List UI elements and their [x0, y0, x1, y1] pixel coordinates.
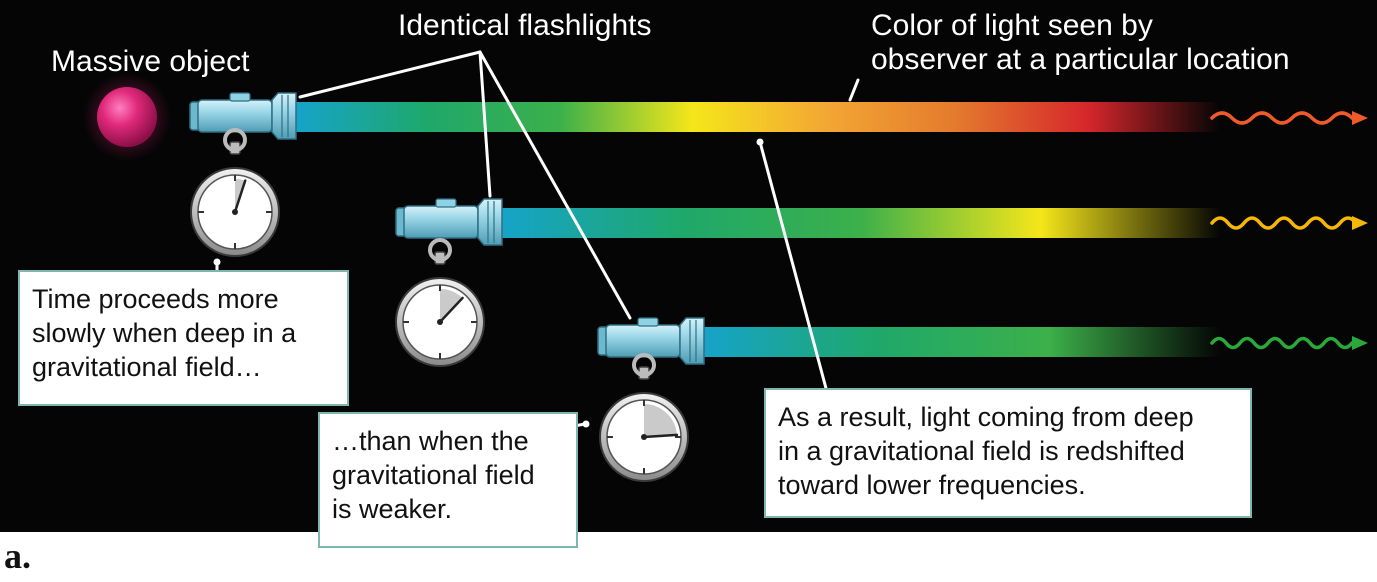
light-beam-top: [296, 102, 1220, 132]
leader-dot-watch-deep: [213, 258, 221, 266]
flashlight-top: [189, 92, 297, 140]
callout-redshift: As a result, light coming from deep in a…: [764, 388, 1252, 518]
wave-arrow-middle: [1210, 216, 1368, 230]
flashlight-bottom: [597, 317, 705, 365]
stopwatch-high: [599, 353, 689, 482]
stopwatch-middle: [395, 238, 485, 367]
wave-arrow-bottom: [1210, 336, 1368, 350]
panel-letter: a.: [4, 536, 31, 576]
leader-dot-watch-high: [582, 420, 590, 428]
identical-flashlights-label: Identical flashlights: [398, 9, 652, 42]
light-beam-middle: [502, 208, 1220, 238]
stopwatch-deep: [190, 128, 280, 257]
leader-dot-beam: [756, 138, 764, 146]
massive-object: [97, 87, 157, 147]
color-seen-label: Color of light seen by observer at a par…: [871, 9, 1290, 76]
light-beam-bottom: [704, 327, 1220, 357]
massive-object-label: Massive object: [51, 45, 250, 78]
callout-field-weaker: …than when the gravitational field is we…: [318, 412, 578, 548]
wave-arrow-top: [1210, 111, 1368, 125]
callout-time-slow: Time proceeds more slowly when deep in a…: [18, 270, 349, 406]
diagram-panel: Massive object Identical flashlights Col…: [0, 0, 1377, 548]
diagram-canvas: [83, 50, 1368, 482]
flashlight-middle: [395, 198, 503, 246]
